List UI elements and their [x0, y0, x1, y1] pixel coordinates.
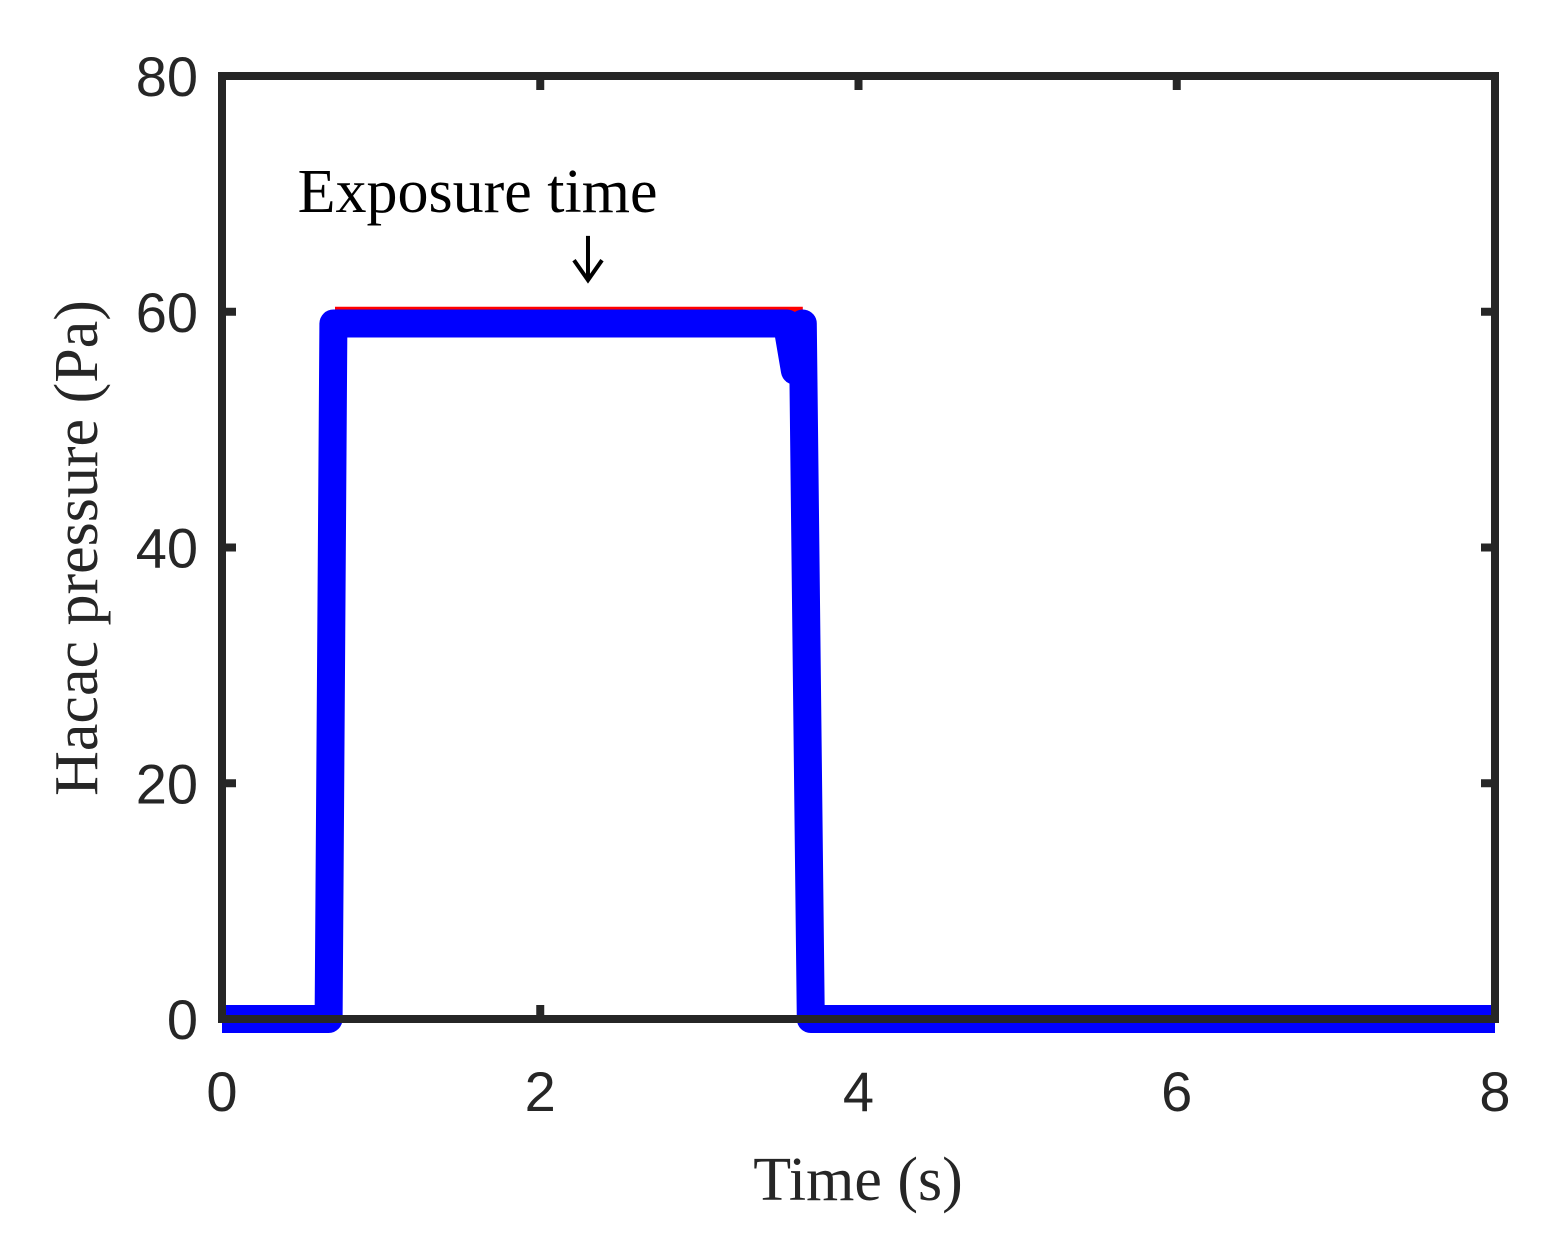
x-axis-label: Time (s) — [753, 1146, 963, 1214]
y-axis-label: Hacac pressure (Pa) — [43, 300, 111, 796]
x-tick-label: 0 — [206, 1060, 237, 1123]
plot-background — [222, 76, 1495, 1019]
axes-box — [218, 72, 1499, 1023]
y-tick-label: 0 — [167, 988, 198, 1051]
x-tick-label: 4 — [843, 1060, 874, 1123]
annotation-text: Exposure time — [298, 158, 658, 226]
x-tick-label: 8 — [1479, 1060, 1510, 1123]
y-tick-label: 20 — [136, 752, 198, 815]
y-tick-label: 80 — [136, 45, 198, 108]
y-tick-label: 40 — [136, 517, 198, 580]
annotation-arrow — [572, 235, 604, 284]
series-group — [222, 306, 1495, 1033]
x-tick-label: 2 — [525, 1060, 556, 1123]
series-line-1 — [222, 309, 1495, 1033]
x-tick-label: 6 — [1161, 1060, 1192, 1123]
y-tick-label: 60 — [136, 281, 198, 344]
